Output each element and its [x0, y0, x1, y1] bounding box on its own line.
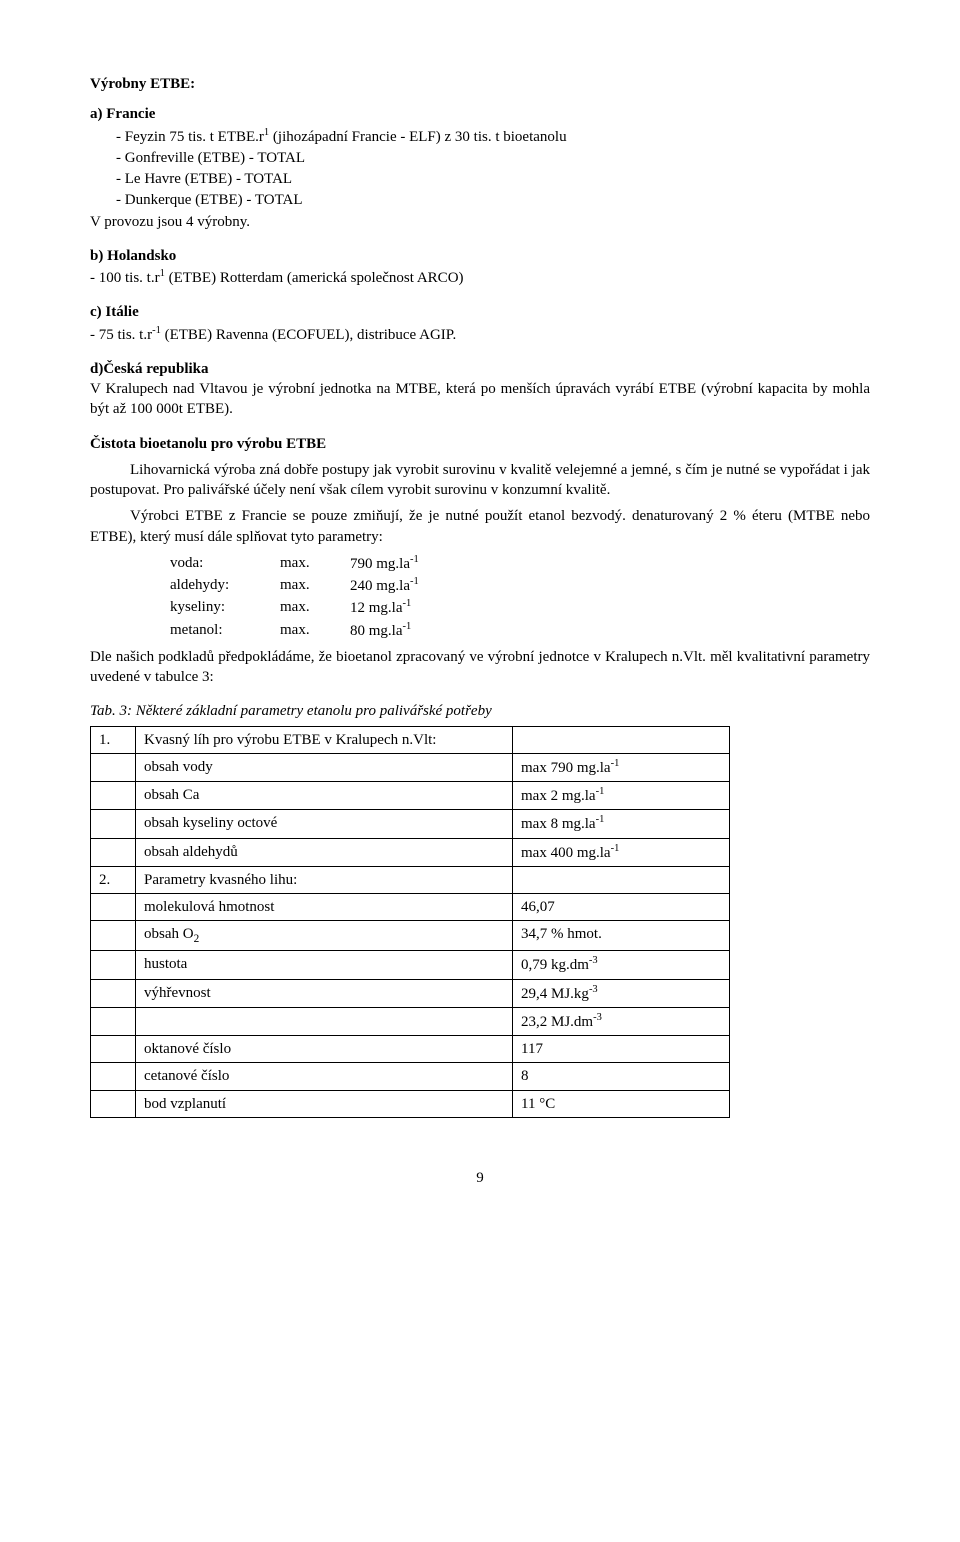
data-table: 1. Kvasný líh pro výrobu ETBE v Kralupec…: [90, 726, 730, 1118]
table-caption: Tab. 3: Některé základní parametry etano…: [90, 701, 870, 721]
purity-p3: Dle našich podkladů předpokládáme, že bi…: [90, 647, 870, 688]
italy-item: - 75 tis. t.r-1 (ETBE) Ravenna (ECOFUEL)…: [90, 324, 870, 345]
heading-holland: b) Holandsko: [90, 246, 870, 266]
param-row: aldehydy: max. 240 mg.la-1: [170, 575, 870, 596]
table-row: výhřevnost 29,4 MJ.kg-3: [91, 979, 730, 1007]
table-row: oktanové číslo 117: [91, 1036, 730, 1063]
heading-france: a) Francie: [90, 104, 870, 124]
page-number: 9: [90, 1168, 870, 1188]
cz-paragraph: d)Česká republika V Kralupech nad Vltavo…: [90, 359, 870, 420]
table-row: obsah vody max 790 mg.la-1: [91, 753, 730, 781]
table-row: 23,2 MJ.dm-3: [91, 1007, 730, 1035]
heading-main: Výrobny ETBE:: [90, 74, 870, 94]
table-row: molekulová hmotnost 46,07: [91, 894, 730, 921]
heading-italy: c) Itálie: [90, 302, 870, 322]
purity-p2: Výrobci ETBE z Francie se pouze zmiňují,…: [90, 506, 870, 547]
table-row: hustota 0,79 kg.dm-3: [91, 951, 730, 979]
table-row: obsah aldehydů max 400 mg.la-1: [91, 838, 730, 866]
table-row: cetanové číslo 8: [91, 1063, 730, 1090]
heading-cz: d)Česká republika: [90, 361, 209, 377]
heading-purity: Čistota bioetanolu pro výrobu ETBE: [90, 434, 870, 454]
param-list: voda: max. 790 mg.la-1 aldehydy: max. 24…: [90, 553, 870, 641]
param-row: kyseliny: max. 12 mg.la-1: [170, 597, 870, 618]
holland-item: - 100 tis. t.r1 (ETBE) Rotterdam (americ…: [90, 267, 870, 288]
france-item-2: - Gonfreville (ETBE) - TOTAL: [130, 148, 870, 168]
table-row: 1. Kvasný líh pro výrobu ETBE v Kralupec…: [91, 726, 730, 753]
param-row: metanol: max. 80 mg.la-1: [170, 620, 870, 641]
purity-p1: Lihovarnická výroba zná dobře postupy ja…: [90, 460, 870, 501]
table-row: bod vzplanutí 11 °C: [91, 1090, 730, 1117]
table-row: 2. Parametry kvasného lihu:: [91, 866, 730, 893]
table-row: obsah O2 34,7 % hmot.: [91, 921, 730, 951]
france-item-3: - Le Havre (ETBE) - TOTAL: [130, 169, 870, 189]
france-note: V provozu jsou 4 výrobny.: [90, 212, 870, 232]
france-item-1: - Feyzin 75 tis. t ETBE.r1 (jihozápadní …: [130, 126, 870, 147]
france-list: - Feyzin 75 tis. t ETBE.r1 (jihozápadní …: [90, 126, 870, 211]
param-row: voda: max. 790 mg.la-1: [170, 553, 870, 574]
france-item-4: - Dunkerque (ETBE) - TOTAL: [130, 190, 870, 210]
table-row: obsah Ca max 2 mg.la-1: [91, 782, 730, 810]
table-row: obsah kyseliny octové max 8 mg.la-1: [91, 810, 730, 838]
